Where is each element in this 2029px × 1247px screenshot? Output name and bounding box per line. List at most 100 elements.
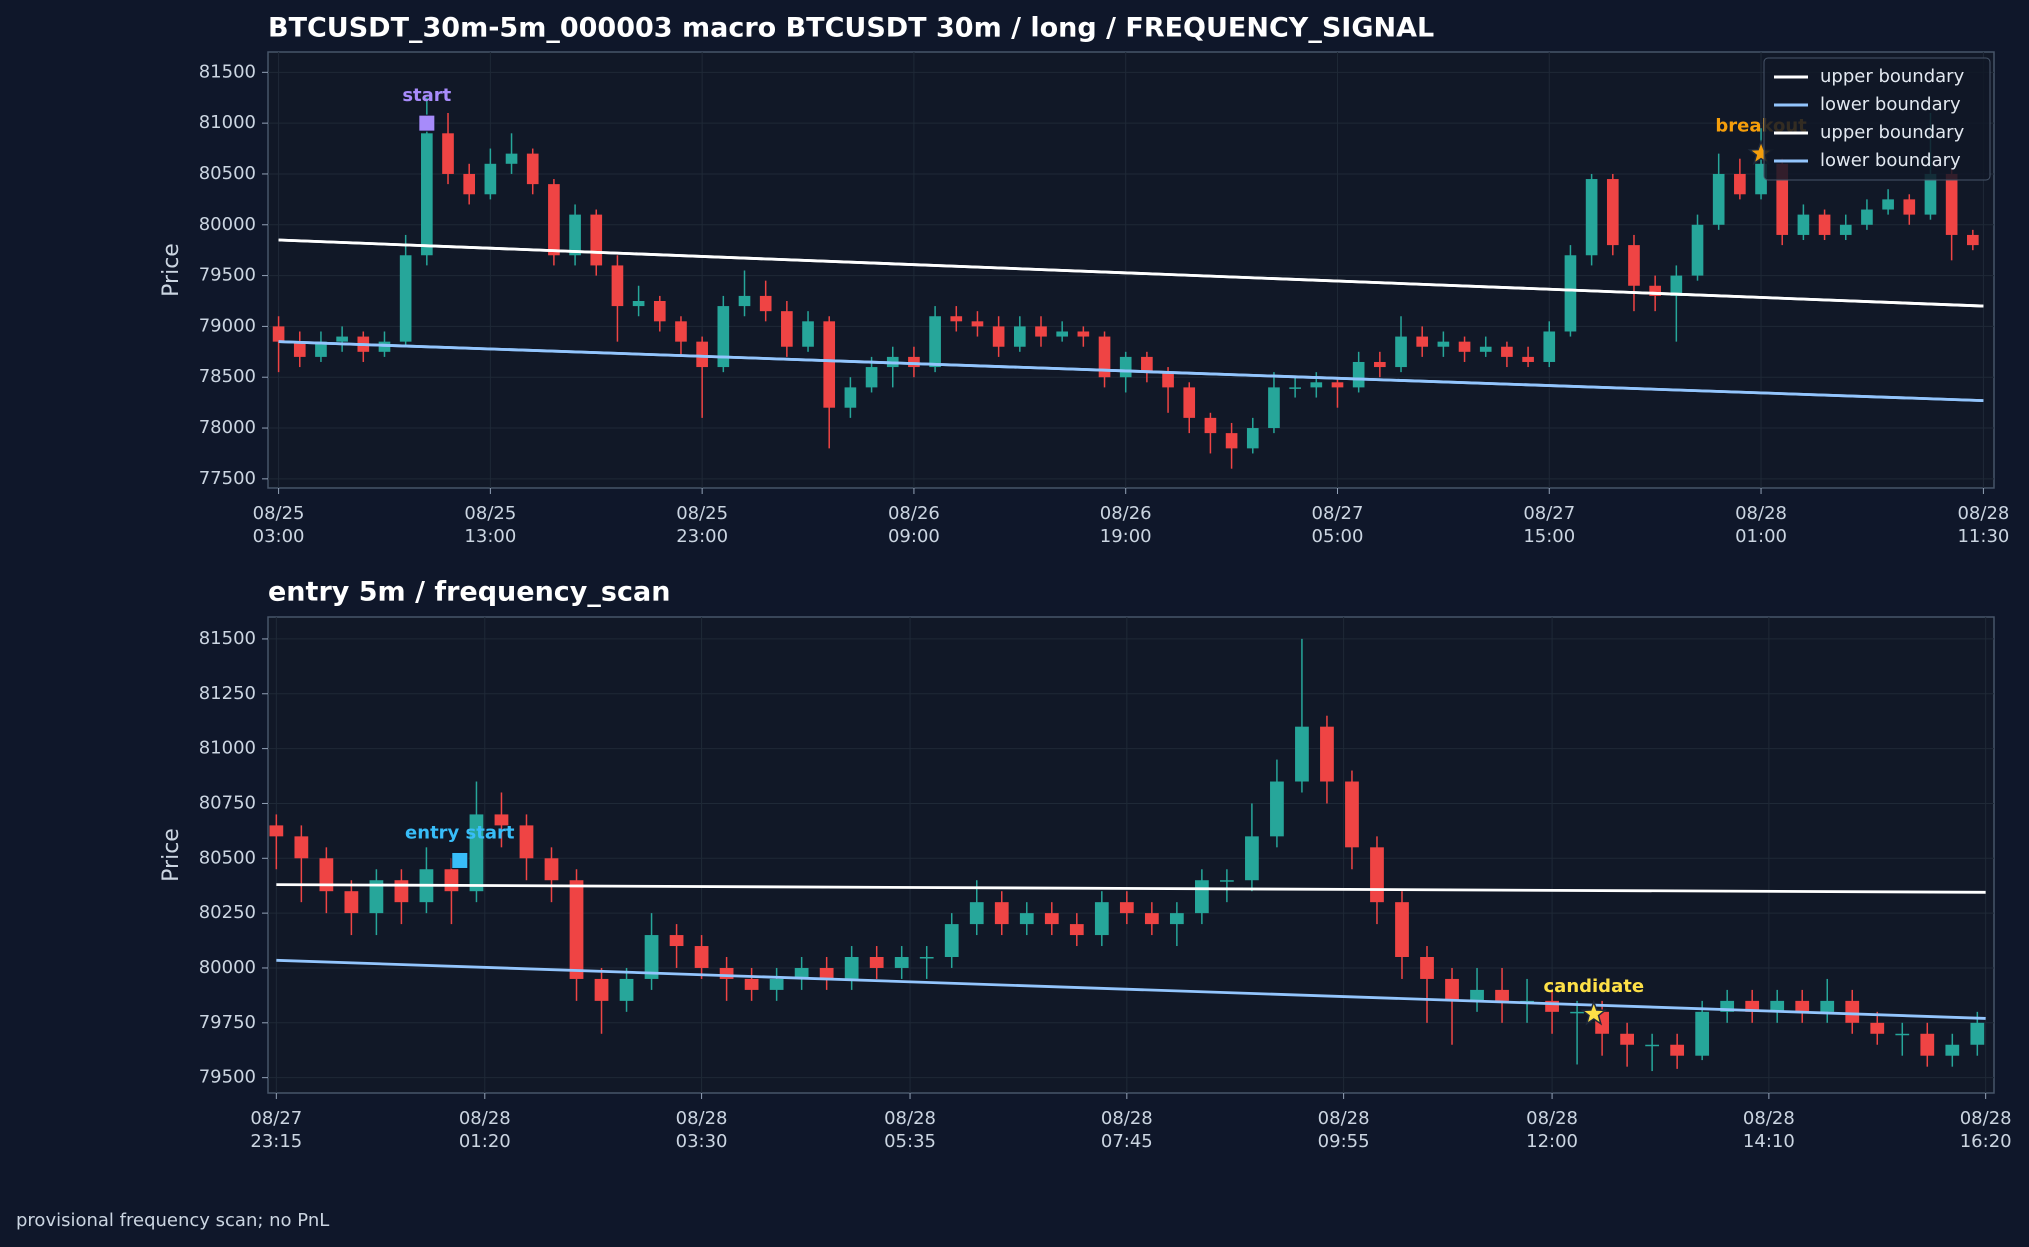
candle-body xyxy=(865,367,878,388)
x-tick-label: 08/27 05:00 xyxy=(1312,503,1364,547)
candle-body xyxy=(1194,880,1209,914)
candle-body xyxy=(1882,199,1894,210)
candle-body xyxy=(844,957,859,979)
y-tick-label: 80500 xyxy=(199,163,256,184)
x-tick-label: 08/28 14:10 xyxy=(1743,1108,1795,1152)
chart-title: BTCUSDT_30m-5m_000003 macro BTCUSDT 30m … xyxy=(268,13,1434,44)
candle-body xyxy=(1035,326,1047,337)
candle-body xyxy=(293,341,306,357)
y-tick-label: 80250 xyxy=(199,902,256,923)
candle-body xyxy=(1585,179,1598,256)
candle-body xyxy=(1770,1000,1785,1012)
candle-body xyxy=(1755,163,1767,195)
candle-body xyxy=(1183,387,1196,418)
candle-body xyxy=(569,880,584,979)
candle-body xyxy=(1445,978,1459,1001)
candle-body xyxy=(1564,255,1577,332)
x-tick-label: 08/28 01:00 xyxy=(1735,503,1787,547)
candle-body xyxy=(1606,179,1619,246)
y-tick-label: 81000 xyxy=(199,738,256,759)
candle-body xyxy=(1691,224,1704,276)
x-tick-label: 08/27 15:00 xyxy=(1523,503,1575,547)
candle-body xyxy=(1458,341,1471,352)
legend-label: lower boundary xyxy=(1820,94,1961,115)
candle-body xyxy=(1119,356,1132,378)
candle-body xyxy=(1545,1000,1559,1012)
y-tick-label: 80750 xyxy=(199,792,256,813)
candle-body xyxy=(369,880,384,914)
candle-body xyxy=(969,902,984,925)
candle-body xyxy=(802,321,814,347)
y-tick-label: 78500 xyxy=(199,366,256,387)
candle-body xyxy=(469,814,484,892)
candle-body xyxy=(1479,346,1492,352)
candle-body xyxy=(1416,336,1429,347)
candle-body xyxy=(619,978,634,1001)
candle-body xyxy=(1861,209,1873,225)
candle-body xyxy=(1734,173,1746,195)
x-tick-label: 08/28 09:55 xyxy=(1318,1108,1370,1152)
candle-body xyxy=(548,184,560,256)
candle-body xyxy=(1712,173,1725,225)
candle-body xyxy=(1818,214,1831,235)
y-tick-label: 81250 xyxy=(199,683,256,704)
candle-body xyxy=(526,153,539,185)
candle-body xyxy=(759,295,772,312)
candle-body xyxy=(1331,382,1344,388)
candle-body xyxy=(1094,902,1109,936)
x-tick-label: 08/28 01:20 xyxy=(459,1108,511,1152)
candle-body xyxy=(1920,1033,1935,1056)
candle-body xyxy=(1945,173,1958,235)
legend-box xyxy=(1763,57,1991,181)
footer: provisional frequency scan; no PnL xyxy=(16,1210,329,1231)
candle-body xyxy=(1370,847,1384,903)
marker xyxy=(1580,999,1608,1026)
candle-body xyxy=(1162,372,1174,388)
candle-body xyxy=(781,311,793,347)
candle-body xyxy=(315,341,327,357)
candle-body xyxy=(1966,234,1979,246)
candle-body xyxy=(1670,1044,1685,1056)
x-tick-label: 08/28 12:00 xyxy=(1526,1108,1578,1152)
marker-label: start xyxy=(402,85,451,106)
candle-body xyxy=(1289,387,1301,389)
candle-body xyxy=(675,321,687,342)
candle-body xyxy=(1903,199,1916,215)
candle-body xyxy=(1395,336,1407,368)
candle-body xyxy=(399,255,412,342)
candle-body xyxy=(1970,1022,1985,1045)
candle-body xyxy=(294,836,309,859)
candle-body xyxy=(444,869,459,892)
x-tick-label: 08/25 03:00 xyxy=(253,503,305,547)
candle-body xyxy=(394,880,409,903)
candle-body xyxy=(611,265,624,307)
candle-body xyxy=(484,163,497,195)
x-tick-label: 08/25 13:00 xyxy=(464,503,516,547)
y-tick-label: 80000 xyxy=(199,214,256,235)
x-tick-label: 08/28 07:45 xyxy=(1101,1108,1153,1152)
candle-body xyxy=(1945,1044,1960,1056)
marker xyxy=(418,114,436,132)
y-tick-label: 81500 xyxy=(199,61,256,82)
candle-body xyxy=(1695,1011,1710,1056)
candle-body xyxy=(519,825,534,859)
candle-body xyxy=(1649,285,1661,296)
candle-body xyxy=(950,316,963,322)
candle-body xyxy=(1795,1000,1810,1012)
candle-body xyxy=(719,967,734,979)
x-tick-label: 08/26 09:00 xyxy=(888,503,940,547)
candle-body xyxy=(1420,957,1434,979)
candle-body xyxy=(696,341,708,368)
boundary-line xyxy=(278,340,1984,402)
candle-body xyxy=(594,978,609,1001)
legend-label: upper boundary xyxy=(1820,122,1965,143)
candle-body xyxy=(944,924,959,957)
y-axis-label: Price xyxy=(159,243,184,297)
candle-body xyxy=(1628,245,1640,286)
candle-body xyxy=(1310,382,1323,388)
candle-body xyxy=(1295,726,1309,782)
plot-area xyxy=(267,51,1995,489)
candle-body xyxy=(1745,1000,1760,1012)
candle-body xyxy=(1056,331,1068,337)
